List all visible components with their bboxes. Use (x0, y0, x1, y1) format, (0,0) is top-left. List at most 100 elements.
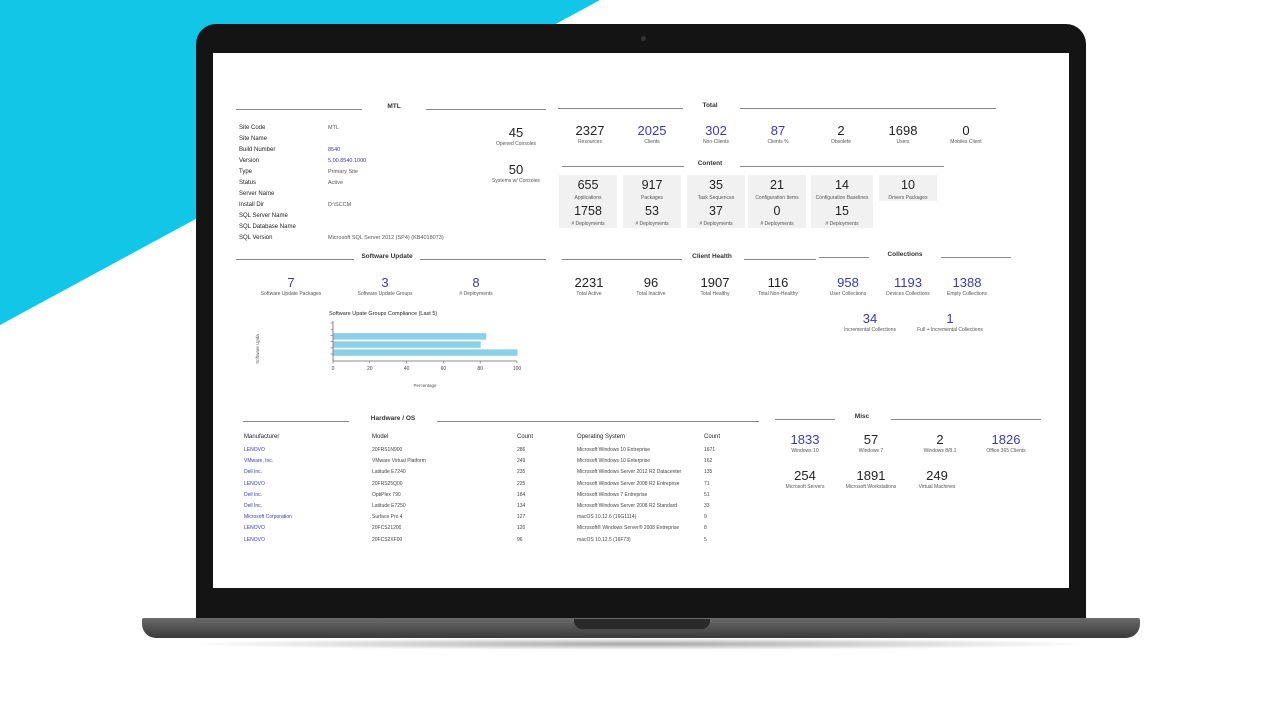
section-header-content: Content (562, 160, 946, 172)
virtual-machines-stat: 249 Virtual Machines (902, 468, 972, 491)
header-rule (437, 421, 759, 422)
stat-value[interactable]: 7 (287, 275, 295, 290)
stat-value: 116 (767, 275, 789, 290)
cell-manufacturer[interactable]: Dell Inc. (244, 469, 263, 476)
software-update-groups-stat[interactable]: 3 Software Update Groups (335, 275, 435, 298)
stat-value: 1907 (700, 275, 730, 290)
empty-collections-stat[interactable]: 1388 Empty Collections (932, 275, 1002, 298)
status-value: Active (328, 180, 343, 186)
total-resources-stat: 2327 Resources (555, 124, 625, 146)
chart-bar[interactable] (333, 341, 481, 348)
cell-count: 286 (517, 447, 526, 453)
stat-value[interactable]: 1 (946, 311, 954, 326)
stat-value[interactable]: 958 (837, 275, 859, 290)
compliance-bar-chart: Software Upda Percentage 0 20 40 60 80 100 (255, 321, 522, 388)
laptop-shadow (180, 638, 1100, 650)
stat-caption: Full + Incremental Collections (917, 327, 983, 333)
stat-value[interactable]: 1193 (894, 275, 922, 290)
card-caption: Configuration Items (755, 195, 799, 201)
chart-x-tick-label: 100 (513, 366, 522, 372)
stat-value[interactable]: 8 (472, 275, 480, 290)
cell-os-count: 71 (704, 480, 710, 487)
cell-manufacturer[interactable]: Dell Inc. (244, 503, 263, 509)
content-card-drivers-packages[interactable]: 10 Drivers Packages (879, 175, 937, 201)
chart-bar[interactable] (333, 349, 518, 356)
total-clients-percent-stat[interactable]: 87 Clients % (743, 123, 813, 146)
stat-value[interactable]: 1833 (790, 432, 820, 447)
header-rule (819, 257, 869, 258)
cell-operating-system: macOS 10.12.5 (16F73) (577, 536, 631, 543)
cell-os-count: 9 (704, 514, 707, 521)
cell-operating-system: Microsoft Windows Server 2008 R2 Entrepr… (577, 480, 680, 487)
cell-manufacturer[interactable]: LENOVO (244, 525, 265, 532)
cell-manufacturer[interactable]: Microsoft Corporation (244, 514, 292, 521)
column-header-os-count[interactable]: Count (704, 434, 721, 440)
site-code-value: MTL (328, 125, 339, 131)
laptop-hinge-notch (574, 619, 710, 629)
stat-value: 45 (508, 125, 524, 140)
cell-count: 225 (517, 480, 526, 487)
column-header-count[interactable]: Count (517, 434, 534, 440)
stat-value: 249 (926, 468, 948, 483)
content-card-task-sequences[interactable]: 35 Task Sequences 37 # Deployments (687, 175, 745, 228)
stat-value[interactable]: 302 (705, 123, 727, 138)
cell-manufacturer[interactable]: Dell Inc. (244, 491, 263, 498)
cell-operating-system: Microsoft Windows 10 Entreprise (577, 447, 651, 453)
cell-model: Surface Pro 4 (372, 514, 403, 521)
column-header-operating-system[interactable]: Operating System (577, 434, 626, 440)
header-rule (740, 166, 944, 167)
windows-7-stat: 57 Windows 7 (836, 433, 906, 455)
devices-collections-stat[interactable]: 1193 Devices Collections (873, 275, 943, 298)
stat-caption: Opened Consoles (495, 141, 537, 147)
cell-operating-system: macOS 10.12.6 (16G1114) (577, 514, 637, 521)
cell-os-count: 33 (704, 503, 710, 509)
stat-value[interactable]: 34 (862, 311, 878, 326)
full-incremental-collections-stat[interactable]: 1 Full + Incremental Collections (905, 311, 995, 334)
chart-title: Software Upate Groups Compliance (Last 5… (329, 311, 438, 317)
software-update-packages-stat[interactable]: 7 Software Update Packages (241, 275, 341, 298)
card-value: 917 (641, 178, 663, 192)
cell-manufacturer[interactable]: VMware, Inc. (244, 458, 274, 465)
cell-count: 249 (517, 458, 526, 465)
section-title: Collections (887, 251, 923, 258)
cell-manufacturer[interactable]: LENOVO (244, 480, 265, 487)
version-value[interactable]: 5.00.8540.1000 (328, 158, 367, 164)
chart-x-tick-label: 0 (332, 366, 335, 372)
section-header-total: Total (558, 102, 998, 114)
software-update-deployments-stat[interactable]: 8 # Deployments (441, 275, 511, 298)
content-card-packages[interactable]: 917 Packages 53 # Deployments (623, 175, 681, 228)
column-header-manufacturer[interactable]: Manufacturer (244, 434, 280, 440)
install-dir-label: Install Dir (239, 202, 265, 208)
cell-manufacturer[interactable]: LENOVO (244, 447, 265, 453)
content-card-configuration-items[interactable]: 21 Configuration Items 0 # Deployments (748, 175, 806, 228)
cell-count: 127 (517, 514, 526, 521)
total-healthy-stat: 1907 Total Healthy (680, 275, 750, 298)
total-non-clients-stat[interactable]: 302 Non-Clients (681, 123, 751, 146)
build-number-value[interactable]: 8540 (328, 147, 341, 153)
stat-value[interactable]: 87 (770, 123, 786, 138)
stat-value[interactable]: 2025 (637, 123, 667, 138)
cell-model: 20FRS25Q00 (372, 480, 403, 487)
content-card-applications[interactable]: 655 Applications 1758 # Deployments (559, 175, 617, 228)
header-rule (236, 259, 354, 260)
total-clients-stat[interactable]: 2025 Clients (617, 123, 687, 146)
cell-os-count: 5 (704, 536, 707, 543)
column-header-model[interactable]: Model (372, 434, 389, 440)
section-header-collections: Collections (819, 251, 1011, 263)
stat-caption: Empty Collections (946, 291, 987, 297)
cell-manufacturer[interactable]: LENOVO (244, 536, 265, 543)
windows-10-stat[interactable]: 1833 Windows 10 (770, 432, 840, 455)
cell-count: 96 (517, 536, 523, 543)
content-card-configuration-baselines[interactable]: 14 Configuration Baselines 15 # Deployme… (811, 175, 873, 228)
office-365-clients-stat[interactable]: 1826 Office 365 Clients (971, 432, 1041, 455)
stat-value[interactable]: 1826 (991, 432, 1021, 447)
chart-bar[interactable] (333, 333, 487, 340)
stat-caption: Virtual Machines (918, 484, 956, 490)
cell-os-count: 162 (704, 458, 713, 465)
stat-value[interactable]: 1388 (952, 275, 982, 290)
incremental-collections-stat[interactable]: 34 Incremental Collections (835, 311, 905, 334)
install-dir-value: D:\SCCM (328, 202, 352, 208)
total-inactive-stat: 96 Total Inactive (616, 276, 686, 298)
user-collections-stat[interactable]: 958 User Collections (813, 275, 883, 298)
stat-value[interactable]: 3 (381, 275, 389, 290)
